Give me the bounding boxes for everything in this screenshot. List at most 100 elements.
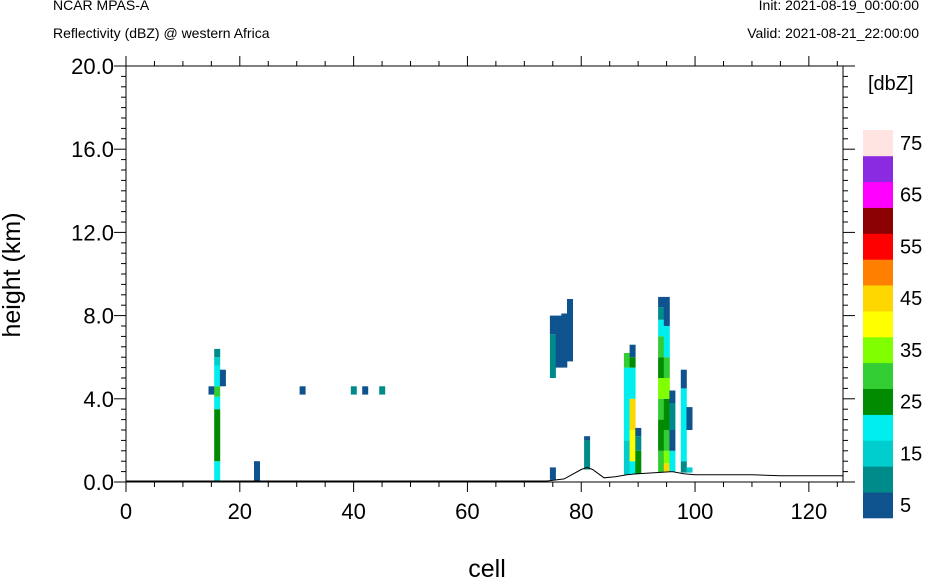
colorbar-swatch bbox=[863, 181, 893, 208]
reflectivity-cell bbox=[254, 461, 260, 481]
reflectivity-cell bbox=[629, 430, 636, 462]
x-tick-label: 0 bbox=[120, 499, 132, 524]
reflectivity-cell bbox=[629, 344, 636, 358]
x-tick-label: 20 bbox=[228, 499, 252, 524]
reflectivity-cell bbox=[680, 461, 687, 473]
reflectivity-cell bbox=[219, 369, 226, 387]
colorbar-swatch bbox=[863, 233, 893, 260]
reflectivity-cell bbox=[663, 398, 670, 430]
y-tick-label: 0.0 bbox=[83, 470, 114, 495]
colorbar-swatch bbox=[863, 155, 893, 183]
colorbar-label: 35 bbox=[900, 340, 922, 362]
reflectivity-cell bbox=[669, 390, 676, 403]
reflectivity-cell bbox=[214, 348, 221, 358]
y-tick-label: 12.0 bbox=[71, 220, 114, 245]
reflectivity-cell bbox=[658, 398, 665, 420]
reflectivity-cell bbox=[629, 367, 636, 399]
colorbar-label: 15 bbox=[900, 443, 922, 465]
reflectivity-cell bbox=[663, 463, 670, 472]
reflectivity-cell bbox=[214, 357, 221, 366]
reflectivity-cell bbox=[214, 365, 221, 387]
plot-area bbox=[126, 66, 843, 482]
reflectivity-cell bbox=[623, 440, 630, 475]
field-subtitle: Reflectivity (dBZ) @ western Africa bbox=[53, 25, 270, 41]
reflectivity-cell bbox=[658, 357, 665, 378]
colorbar-label: 25 bbox=[900, 392, 922, 414]
colorbar-swatch bbox=[863, 130, 893, 157]
reflectivity-cell bbox=[214, 396, 221, 410]
reflectivity-cell bbox=[658, 307, 665, 320]
colorbar-label: 55 bbox=[900, 236, 922, 258]
init-time: Init: 2021-08-19_00:00:00 bbox=[758, 0, 919, 13]
reflectivity-cell bbox=[663, 296, 670, 326]
colorbar-swatch bbox=[863, 466, 893, 493]
reflectivity-cell bbox=[629, 357, 636, 368]
valid-time: Valid: 2021-08-21_22:00:00 bbox=[747, 25, 919, 41]
reflectivity-cell bbox=[663, 430, 670, 451]
colorbar-swatch bbox=[863, 362, 893, 389]
reflectivity-cell bbox=[561, 313, 568, 368]
reflectivity-cell bbox=[680, 388, 687, 462]
reflectivity-cell bbox=[549, 315, 556, 335]
colorbar-swatch bbox=[863, 492, 893, 519]
y-tick-label: 20.0 bbox=[71, 54, 114, 79]
reflectivity-cell bbox=[214, 461, 221, 481]
model-title: NCAR MPAS-A bbox=[53, 0, 150, 13]
reflectivity-cell bbox=[658, 419, 665, 451]
colorbar-swatch bbox=[863, 440, 893, 467]
y-axis-title: height (km) bbox=[0, 212, 26, 337]
colorbar-swatch bbox=[863, 388, 893, 415]
reflectivity-cell bbox=[669, 403, 676, 430]
reflectivity-cell bbox=[350, 386, 357, 395]
colorbar-swatch bbox=[863, 285, 893, 312]
reflectivity-cell bbox=[658, 319, 665, 337]
y-tick-label: 8.0 bbox=[83, 304, 114, 329]
reflectivity-cell bbox=[686, 407, 693, 430]
reflectivity-cell bbox=[584, 440, 591, 470]
reflectivity-cell bbox=[686, 467, 693, 473]
reflectivity-cell bbox=[669, 430, 676, 451]
x-tick-label: 80 bbox=[569, 499, 593, 524]
reflectivity-cell bbox=[208, 386, 215, 395]
reflectivity-cell bbox=[584, 436, 591, 441]
reflectivity-cell bbox=[635, 436, 642, 451]
x-axis-title: cell bbox=[468, 555, 506, 580]
reflectivity-cell bbox=[663, 450, 670, 464]
reflectivity-cell bbox=[299, 386, 306, 395]
colorbar-swatch bbox=[863, 336, 893, 364]
colorbar-swatch bbox=[863, 414, 893, 441]
reflectivity-cell bbox=[214, 409, 221, 462]
y-tick-label: 16.0 bbox=[71, 137, 114, 162]
reflectivity-cell bbox=[379, 386, 386, 395]
reflectivity-cell bbox=[680, 369, 687, 389]
reflectivity-cell bbox=[658, 296, 665, 308]
terrain-line bbox=[126, 466, 843, 482]
x-tick-label: 40 bbox=[341, 499, 365, 524]
colorbar-label: 75 bbox=[900, 133, 922, 155]
reflectivity-cell bbox=[567, 299, 573, 362]
colorbar-label: 5 bbox=[900, 495, 911, 517]
colorbar-label: 45 bbox=[900, 288, 922, 310]
reflectivity-cell bbox=[623, 367, 630, 441]
reflectivity-cell bbox=[635, 450, 642, 474]
reflectivity-cell bbox=[214, 386, 221, 397]
x-tick-label: 60 bbox=[455, 499, 479, 524]
colorbar-unit-label: [dbZ] bbox=[868, 73, 914, 95]
reflectivity-cell bbox=[663, 357, 670, 378]
reflectivity-cell bbox=[623, 353, 630, 368]
reflectivity-cell bbox=[658, 450, 665, 473]
x-tick-label: 100 bbox=[677, 499, 714, 524]
reflectivity-cell bbox=[658, 336, 665, 358]
reflectivity-cell bbox=[549, 467, 556, 480]
colorbar-swatch bbox=[863, 311, 893, 338]
y-tick-label: 4.0 bbox=[83, 387, 114, 412]
colorbar-label: 65 bbox=[900, 185, 922, 207]
reflectivity-cell bbox=[549, 334, 556, 378]
reflectivity-cell bbox=[669, 450, 676, 472]
reflectivity-cell bbox=[629, 398, 636, 430]
reflectivity-cell bbox=[663, 326, 670, 358]
colorbar-swatch bbox=[863, 207, 893, 234]
reflectivity-cell bbox=[362, 386, 369, 395]
reflectivity-cell bbox=[635, 427, 642, 437]
